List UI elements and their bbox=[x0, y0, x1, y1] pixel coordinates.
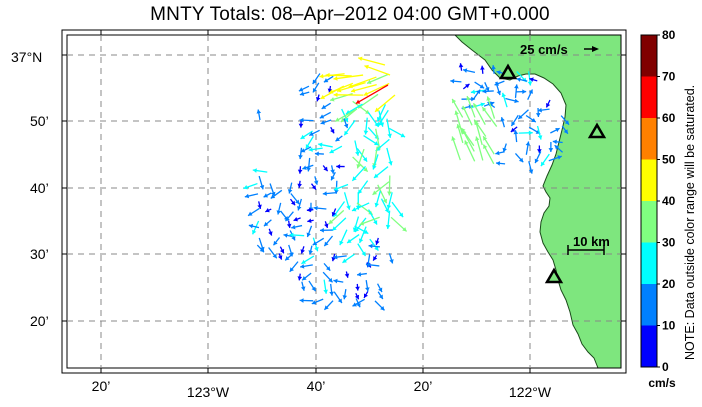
map-title: MNTY Totals: 08–Apr–2012 04:00 GMT+0.000 bbox=[150, 4, 550, 25]
colorbar-segment bbox=[641, 76, 657, 119]
lon-label-20: 20’ bbox=[92, 378, 111, 394]
lon-label-122w: 122°W bbox=[509, 384, 552, 400]
colorbar: 80 70 60 50 40 30 20 10 0 bbox=[640, 28, 676, 374]
current-vectors bbox=[243, 56, 570, 311]
scale-vector-label: 25 cm/s bbox=[520, 42, 568, 57]
colorbar-tick-label: 0 bbox=[662, 360, 669, 374]
lat-label-20: 20’ bbox=[30, 313, 49, 329]
latitude-labels: 37°N 50’ 40’ 30’ 20’ bbox=[11, 49, 49, 329]
colorbar-tick-label: 10 bbox=[662, 319, 676, 333]
colorbar-tick-label: 20 bbox=[662, 277, 676, 291]
colorbar-tick-label: 40 bbox=[662, 194, 676, 208]
saturation-note: NOTE: Data outside color range will be s… bbox=[683, 84, 697, 360]
coastline-land bbox=[454, 35, 621, 368]
colorbar-tick-label: 50 bbox=[662, 153, 676, 167]
map-frame bbox=[66, 34, 622, 369]
lat-label-40: 40’ bbox=[30, 180, 49, 196]
colorbar-segment bbox=[641, 242, 657, 285]
colorbar-tick-label: 80 bbox=[662, 28, 676, 42]
lat-label-50: 50’ bbox=[30, 113, 49, 129]
colorbar-segment bbox=[641, 35, 657, 77]
colorbar-segment bbox=[641, 201, 657, 243]
lat-label-37n: 37°N bbox=[11, 49, 42, 65]
colorbar-units: cm/s bbox=[648, 376, 676, 390]
colorbar-tick-label: 60 bbox=[662, 111, 676, 125]
lat-lon-grid bbox=[67, 35, 621, 368]
colorbar-tick-label: 30 bbox=[662, 236, 676, 250]
colorbar-segment bbox=[641, 118, 657, 160]
scale-vector: 25 cm/s bbox=[520, 42, 599, 57]
scale-bar-label: 10 km bbox=[573, 234, 610, 249]
longitude-labels: 20’ 123°W 40’ 20’ 122°W bbox=[92, 378, 552, 400]
lon-label-20b: 20’ bbox=[414, 378, 433, 394]
colorbar-segment bbox=[641, 325, 657, 368]
lat-label-30: 30’ bbox=[30, 246, 49, 262]
scale-bar: 10 km bbox=[567, 234, 610, 255]
lon-label-40: 40’ bbox=[307, 378, 326, 394]
colorbar-segment bbox=[641, 284, 657, 326]
radar-site-north-icon bbox=[498, 63, 518, 80]
lon-label-123w: 123°W bbox=[187, 384, 230, 400]
radar-site-east-icon bbox=[587, 122, 607, 139]
radar-sites bbox=[498, 63, 607, 284]
colorbar-tick-label: 70 bbox=[662, 70, 676, 84]
radar-site-south-icon bbox=[544, 267, 564, 284]
colorbar-segment bbox=[641, 159, 657, 202]
